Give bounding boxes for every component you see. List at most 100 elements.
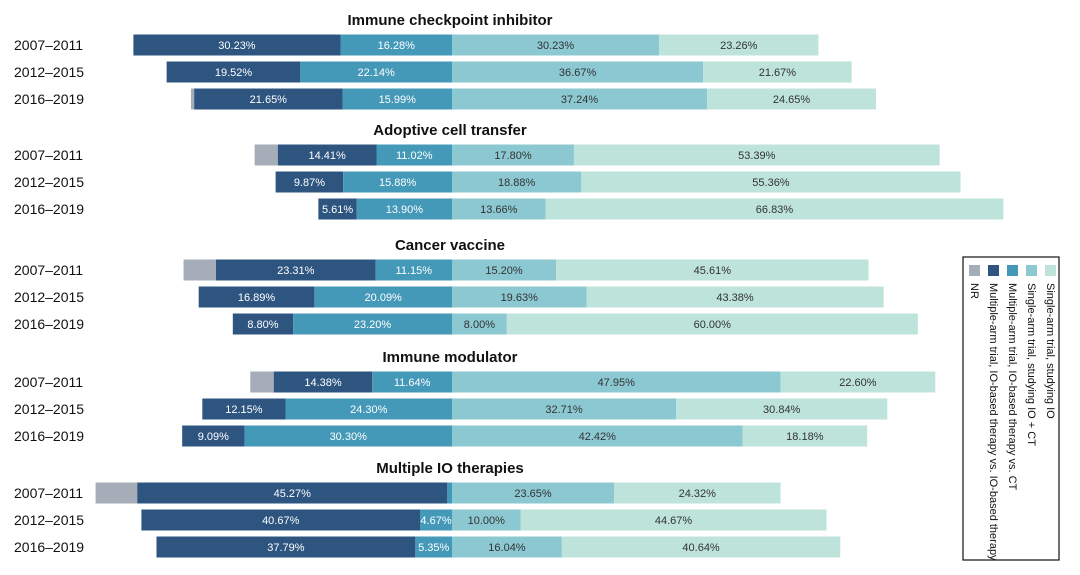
bar-segment (452, 482, 614, 504)
bar-segment (202, 398, 286, 420)
bar-segment (356, 198, 452, 220)
bar-value-label: 19.52% (215, 67, 253, 79)
bar-value-label: 17.80% (494, 150, 532, 162)
bar-value-label: 16.04% (488, 542, 526, 554)
bar-segment (318, 198, 357, 220)
bar-value-label: 11.15% (396, 265, 433, 277)
bar-value-label: 21.65% (250, 94, 288, 106)
bar-value-label: 8.00% (464, 319, 495, 331)
bar-segment (520, 509, 827, 531)
legend: NR Multiple-arm trial, IO-based therapy v… (962, 256, 1060, 561)
bar-segment (561, 536, 841, 558)
legend-label: NR (968, 283, 980, 299)
bar-segment (452, 61, 704, 83)
period-label: 2007–2011 (14, 147, 83, 163)
bar-segment (452, 259, 557, 281)
bar-segment (556, 259, 869, 281)
bar-value-label: 30.23% (218, 40, 256, 52)
period-label: 2012–2015 (14, 289, 84, 305)
bar-segment (452, 198, 546, 220)
bar-value-label: 24.32% (679, 488, 717, 500)
bar-segment (452, 371, 781, 393)
bar-value-label: 40.67% (262, 515, 300, 527)
bar-segment (273, 371, 373, 393)
bar-segment (420, 509, 452, 531)
bar-value-label: 55.36% (752, 177, 790, 189)
bar-segment (343, 171, 452, 193)
bar-value-label: 30.23% (537, 40, 575, 52)
bar-segment (95, 482, 138, 504)
bar-value-label: 23.31% (277, 265, 315, 277)
bar-value-label: 15.99% (379, 94, 417, 106)
bar-value-label: 18.18% (786, 431, 824, 443)
bar-value-label: 21.67% (759, 67, 797, 79)
bar-value-label: 23.20% (354, 319, 392, 331)
bar-segment (190, 88, 195, 110)
bar-value-label: 66.83% (756, 204, 794, 216)
period-label: 2016–2019 (14, 201, 84, 217)
period-label: 2012–2015 (14, 401, 84, 417)
bar-segment (198, 286, 315, 308)
bar-segment (372, 371, 452, 393)
period-label: 2016–2019 (14, 539, 84, 555)
bar-segment (447, 482, 452, 504)
bar-value-label: 16.89% (238, 292, 276, 304)
bar-segment (415, 536, 452, 558)
bar-value-label: 60.00% (694, 319, 732, 331)
bar-segment (293, 313, 452, 335)
bar-value-label: 11.64% (394, 377, 431, 389)
bar-segment (452, 536, 562, 558)
legend-label: Multiple-arm trial, IO-based therapy vs.… (1006, 283, 1018, 491)
bar-segment (141, 509, 421, 531)
bar-value-label: 23.65% (514, 488, 552, 500)
bar-segment (452, 171, 582, 193)
bar-segment (277, 144, 377, 166)
bar-value-label: 37.24% (561, 94, 599, 106)
bar-value-label: 19.63% (501, 292, 539, 304)
legend-swatch (988, 265, 999, 276)
bar-segment (742, 425, 868, 447)
bar-value-label: 47.95% (598, 377, 636, 389)
period-label: 2007–2011 (14, 485, 83, 501)
group-title: Cancer vaccine (395, 237, 505, 254)
bar-value-label: 11.02% (396, 150, 433, 162)
bar-value-label: 45.61% (694, 265, 732, 277)
bar-segment (137, 482, 448, 504)
bar-value-label: 5.61% (322, 204, 353, 216)
bar-segment (780, 371, 936, 393)
bar-segment (452, 286, 587, 308)
bar-segment (676, 398, 888, 420)
bar-segment (194, 88, 343, 110)
group-title: Multiple IO therapies (376, 460, 524, 477)
bar-value-label: 13.90% (386, 204, 424, 216)
bar-segment (586, 286, 884, 308)
period-label: 2007–2011 (14, 262, 83, 278)
bar-segment (232, 313, 294, 335)
bar-segment (133, 34, 341, 56)
period-label: 2012–2015 (14, 64, 84, 80)
bar-segment (254, 144, 278, 166)
bar-segment (545, 198, 1004, 220)
bar-value-label: 15.88% (379, 177, 417, 189)
bars-layer: Immune checkpoint inhibitor 2007–2011 30.2… (14, 12, 1004, 558)
period-label: 2007–2011 (14, 37, 83, 53)
bar-segment (183, 259, 216, 281)
legend-label: Multiple-arm trial, IO-based therapy vs.… (987, 283, 999, 561)
bar-value-label: 20.09% (365, 292, 403, 304)
bar-segment (614, 482, 781, 504)
bar-value-label: 22.14% (358, 67, 396, 79)
bar-value-label: 44.67% (655, 515, 693, 527)
period-label: 2016–2019 (14, 91, 84, 107)
period-label: 2016–2019 (14, 428, 84, 444)
bar-value-label: 14.38% (304, 377, 342, 389)
bar-value-label: 45.27% (274, 488, 312, 500)
bar-value-label: 9.87% (294, 177, 325, 189)
bar-value-label: 43.38% (716, 292, 754, 304)
bar-segment (581, 171, 961, 193)
legend-frame (962, 256, 1060, 561)
bar-value-label: 23.26% (720, 40, 758, 52)
bar-value-label: 12.15% (225, 404, 263, 416)
bar-segment (182, 425, 245, 447)
bar-segment (285, 398, 452, 420)
